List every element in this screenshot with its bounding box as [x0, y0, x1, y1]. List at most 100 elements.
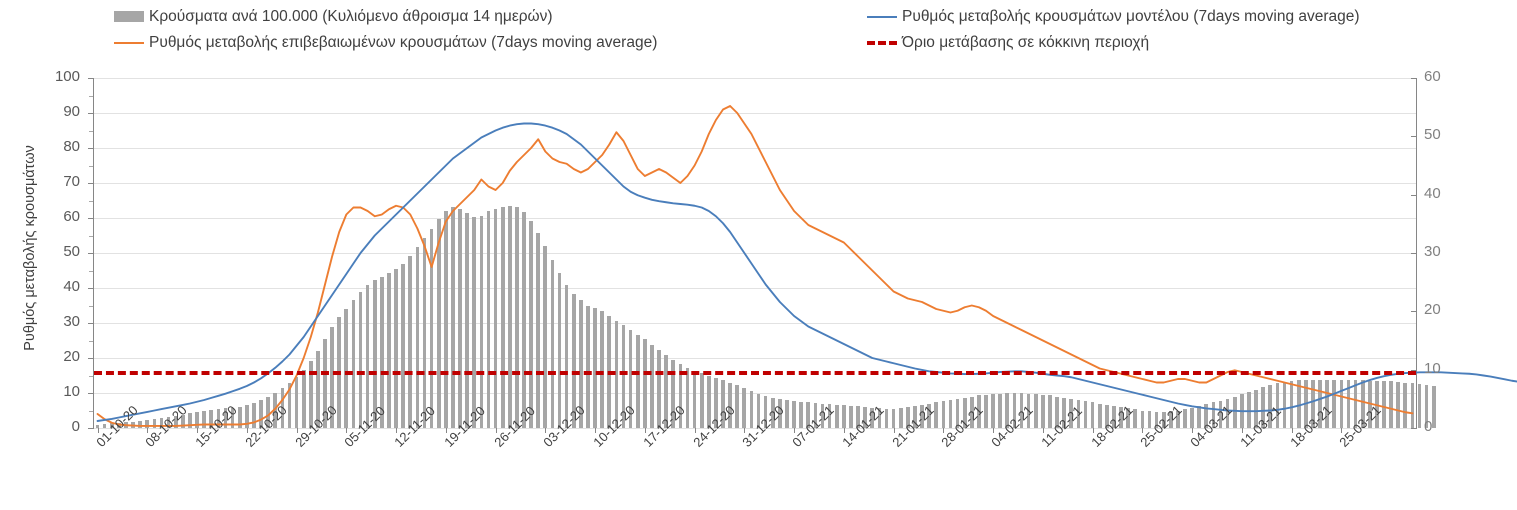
y-tick [88, 253, 94, 254]
bar [1382, 381, 1386, 428]
y2-tick-label: 20 [1424, 301, 1441, 319]
y-tick-minor [89, 375, 93, 377]
x-tick [1291, 428, 1293, 433]
bar [1289, 380, 1294, 428]
y-tick-label: 90 [63, 103, 80, 120]
bar [1147, 411, 1152, 428]
bar [500, 206, 505, 428]
bar [1097, 403, 1102, 428]
bar [934, 402, 939, 428]
y-tick-minor [89, 340, 93, 342]
gridline [94, 113, 1416, 114]
bar [1048, 395, 1052, 428]
bar [1346, 380, 1351, 428]
bar [600, 311, 605, 428]
bar [188, 413, 192, 428]
bar [280, 388, 285, 428]
y-tick-minor [89, 95, 93, 97]
bar [443, 211, 448, 428]
bar [223, 407, 228, 428]
y2-tick-label: 50 [1424, 126, 1441, 144]
bar [642, 339, 647, 428]
bar [1254, 389, 1258, 428]
legend-label: Κρούσματα ανά 100.000 (Κυλιόμενο άθροισμ… [149, 8, 553, 25]
bar [564, 284, 569, 428]
bar [699, 373, 704, 428]
bar [820, 403, 825, 428]
y-tick-minor [89, 305, 93, 307]
line-swatch-icon [114, 41, 144, 44]
bar [1083, 401, 1088, 428]
bar [778, 398, 782, 428]
bar [813, 402, 818, 428]
x-tick [794, 428, 796, 433]
x-tick [1042, 428, 1044, 433]
bar [571, 293, 576, 428]
y2-tick-label: 30 [1424, 243, 1441, 260]
bar [593, 308, 597, 428]
bar [301, 369, 306, 428]
bar [159, 418, 164, 428]
legend-item-cases-per-100k[interactable]: Κρούσματα ανά 100.000 (Κυλιόμενο άθροισμ… [114, 9, 553, 25]
y-tick [88, 113, 94, 114]
bar [1069, 398, 1074, 428]
bar [1012, 393, 1017, 428]
bar [913, 405, 917, 428]
bar [621, 325, 626, 428]
legend-label: Ρυθμός μεταβολής κρουσμάτων μοντέλου (7d… [902, 8, 1360, 25]
bar [742, 388, 747, 428]
bar [756, 393, 761, 428]
bar [557, 273, 562, 428]
bar [863, 407, 867, 428]
x-tick [97, 428, 99, 433]
bar [664, 355, 668, 428]
bar [763, 395, 768, 428]
legend-item-red-zone-threshold[interactable]: Όριο μετάβασης σε κόκκινη περιοχή [867, 35, 1149, 51]
bar [1282, 381, 1287, 428]
bar [294, 376, 299, 428]
bar [230, 408, 235, 428]
bar [273, 393, 278, 428]
bar [714, 377, 718, 428]
x-tick [1341, 428, 1343, 433]
bar [451, 206, 455, 428]
bar [834, 404, 839, 428]
gridline [94, 288, 1416, 289]
y-tick-label: 50 [63, 243, 80, 260]
bar [792, 401, 796, 428]
y2-tick [1411, 194, 1417, 196]
bar [579, 299, 583, 428]
legend-item-model-growth-rate[interactable]: Ρυθμός μεταβολής κρουσμάτων μοντέλου (7d… [867, 9, 1360, 25]
x-tick [346, 428, 348, 433]
bar [856, 406, 860, 428]
bar [522, 212, 526, 428]
bar [550, 260, 555, 428]
bar [969, 396, 974, 428]
bar [1133, 409, 1138, 428]
x-tick [993, 428, 995, 433]
x-tick [147, 428, 149, 433]
bar [941, 401, 946, 428]
y2-tick-label: 40 [1424, 184, 1441, 202]
bar [365, 284, 370, 428]
bar [195, 412, 199, 428]
legend-item-confirmed-growth-rate[interactable]: Ρυθμός μεταβολής επιβεβαιωμένων κρουσμάτ… [114, 35, 657, 51]
x-tick [694, 428, 696, 433]
bar [1332, 380, 1337, 428]
bar [1353, 380, 1358, 428]
y-tick-label: 40 [63, 278, 80, 295]
bar [1104, 404, 1109, 428]
bar [308, 360, 313, 428]
bar [1119, 407, 1123, 428]
bar [1019, 393, 1024, 428]
y-tick [88, 148, 94, 149]
bar [721, 380, 725, 428]
bar [849, 405, 853, 428]
y-tick-label: 60 [63, 208, 80, 225]
bar [927, 403, 931, 428]
y-tick [88, 323, 94, 324]
bar [1417, 383, 1422, 428]
bar [1268, 384, 1273, 428]
bar [1140, 410, 1145, 428]
